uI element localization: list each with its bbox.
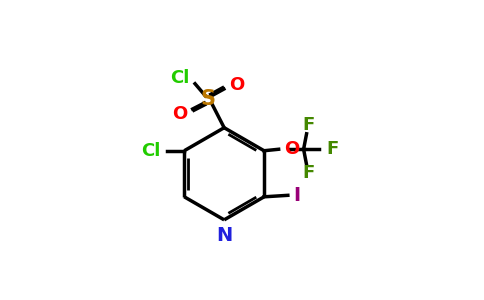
Text: O: O — [172, 105, 187, 123]
Text: Cl: Cl — [171, 69, 190, 87]
Text: O: O — [229, 76, 244, 94]
Text: F: F — [327, 140, 339, 158]
Text: O: O — [284, 140, 299, 158]
Text: S: S — [200, 89, 215, 110]
Text: Cl: Cl — [141, 142, 161, 160]
Text: F: F — [302, 116, 315, 134]
Text: F: F — [302, 164, 315, 182]
Text: I: I — [293, 186, 301, 205]
Text: N: N — [216, 226, 232, 245]
